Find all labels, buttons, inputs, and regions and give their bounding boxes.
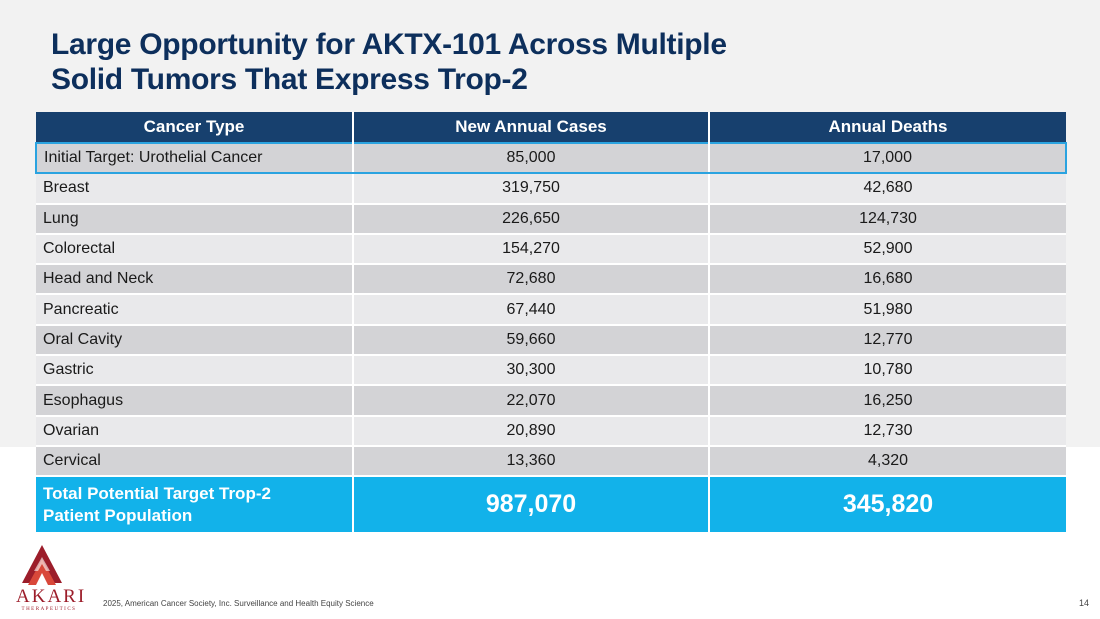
header-new-annual-cases: New Annual Cases [353,112,710,143]
cancer-type-cell: Breast [36,172,354,204]
new-cases-cell: 59,660 [353,323,710,356]
deaths-cell: 12,770 [709,323,1066,356]
total-label-cell: Total Potential Target Trop-2 Patient Po… [36,475,354,533]
table-row: Colorectal 154,270 52,900 [36,232,1066,265]
header-cancer-type: Cancer Type [36,112,354,143]
new-cases-cell: 22,070 [353,384,710,416]
cancer-type-cell: Colorectal [36,232,354,265]
new-cases-cell: 226,650 [353,202,710,234]
slide-title-line-2: Solid Tumors That Express Trop-2 [51,63,528,96]
cancer-type-cell: Pancreatic [36,293,354,325]
cancer-type-cell: Oral Cavity [36,323,354,356]
akari-logo-mark-icon [22,545,62,585]
logo-peak-outer [22,545,62,583]
cancer-type-cell: Cervical [36,444,354,477]
logo-peak-highlight [34,557,50,571]
deaths-cell: 124,730 [709,202,1066,234]
logo-wordmark: AKARI [16,586,87,607]
slide-title-line-1: Large Opportunity for AKTX-101 Across Mu… [51,28,727,61]
source-footnote: 2025, American Cancer Society, Inc. Surv… [103,599,374,608]
new-cases-cell: 85,000 [353,141,710,175]
deaths-cell: 17,000 [709,141,1067,175]
table-row: Lung 226,650 124,730 [36,202,1066,234]
cancer-type-cell: Lung [36,202,354,234]
total-new-cases-cell: 987,070 [353,475,710,533]
logo-subtitle: THERAPEUTICS [21,607,77,612]
table-row-highlighted: Initial Target: Urothelial Cancer 85,000… [35,141,1067,175]
header-annual-deaths: Annual Deaths [709,112,1066,143]
new-cases-cell: 13,360 [353,444,710,477]
cancer-type-cell: Head and Neck [36,263,354,295]
new-cases-cell: 67,440 [353,293,710,325]
deaths-cell: 51,980 [709,293,1066,325]
cancer-statistics-table: Cancer Type New Annual Cases Annual Deat… [35,112,1067,533]
total-deaths-cell: 345,820 [709,475,1066,533]
cancer-type-cell: Esophagus [36,384,354,416]
table-row: Pancreatic 67,440 51,980 [36,293,1066,325]
deaths-cell: 16,680 [709,263,1066,295]
table-row: Cervical 13,360 4,320 [36,444,1066,477]
deaths-cell: 4,320 [709,444,1066,477]
logo-peak-inner [28,559,56,585]
table-row: Esophagus 22,070 16,250 [36,384,1066,416]
table-total-row: Total Potential Target Trop-2 Patient Po… [36,475,1066,533]
new-cases-cell: 72,680 [353,263,710,295]
table-row: Breast 319,750 42,680 [36,172,1066,204]
table-row: Gastric 30,300 10,780 [36,354,1066,386]
deaths-cell: 16,250 [709,384,1066,416]
slide-title: Large Opportunity for AKTX-101 Across Mu… [51,27,727,97]
cancer-type-cell: Ovarian [36,414,354,446]
new-cases-cell: 20,890 [353,414,710,446]
cancer-type-cell: Initial Target: Urothelial Cancer [35,141,354,175]
new-cases-cell: 319,750 [353,172,710,204]
deaths-cell: 52,900 [709,232,1066,265]
table-header-row: Cancer Type New Annual Cases Annual Deat… [36,112,1066,143]
new-cases-cell: 30,300 [353,354,710,386]
table-row: Ovarian 20,890 12,730 [36,414,1066,446]
deaths-cell: 10,780 [709,354,1066,386]
table-row: Oral Cavity 59,660 12,770 [36,323,1066,356]
cancer-type-cell: Gastric [36,354,354,386]
deaths-cell: 42,680 [709,172,1066,204]
new-cases-cell: 154,270 [353,232,710,265]
table-row: Head and Neck 72,680 16,680 [36,263,1066,295]
deaths-cell: 12,730 [709,414,1066,446]
page-number: 14 [1079,598,1090,608]
